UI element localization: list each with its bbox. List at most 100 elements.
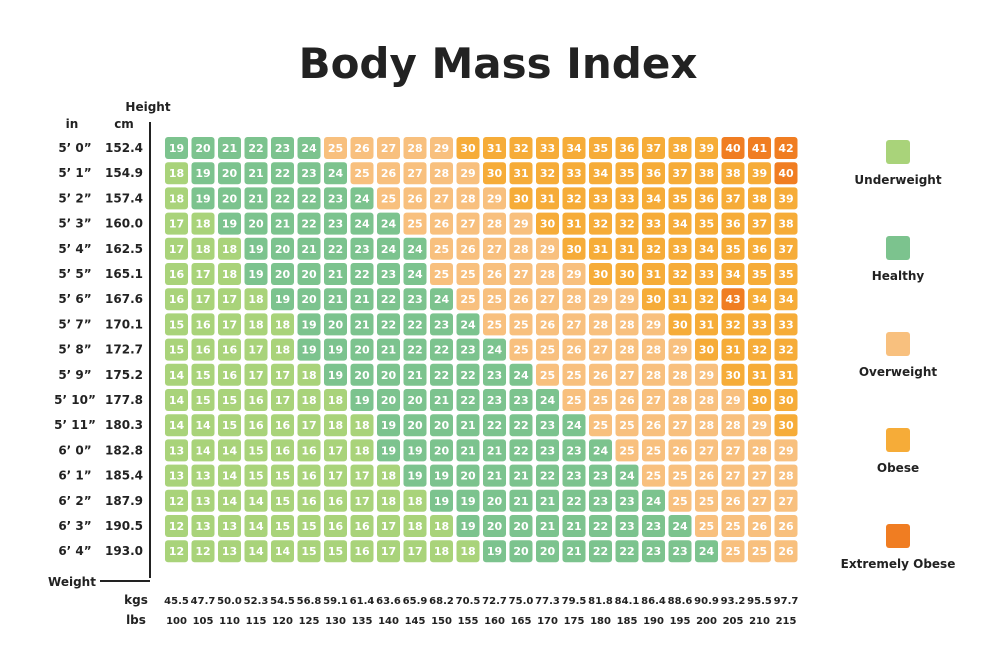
bmi-cell	[244, 212, 268, 235]
bmi-cell-value: 16	[354, 545, 370, 558]
bmi-cell-value: 25	[381, 192, 396, 205]
bmi-cell	[165, 263, 188, 285]
bmi-cell	[377, 212, 400, 235]
bmi-cell-value: 21	[222, 142, 237, 155]
bmi-cell	[271, 414, 294, 437]
bmi-cell	[589, 288, 612, 311]
bmi-cell-value: 19	[248, 243, 263, 256]
height-inches-label: 5’ 3”	[58, 217, 91, 231]
bmi-cell	[456, 389, 480, 411]
bmi-cell-value: 28	[566, 293, 581, 306]
weight-lb-label: 180	[590, 616, 611, 627]
height-cm-label: 187.9	[105, 494, 143, 508]
bmi-cell-value: 30	[778, 419, 794, 432]
bmi-cell	[509, 389, 533, 411]
bmi-cell-value: 28	[513, 243, 528, 256]
bmi-cell	[377, 187, 400, 210]
bmi-cell	[377, 515, 400, 537]
bmi-cell	[536, 489, 559, 512]
bmi-cell	[218, 515, 241, 537]
bmi-cell-value: 29	[672, 344, 687, 357]
bmi-cell	[642, 137, 665, 159]
bmi-cell-value: 18	[354, 419, 369, 432]
bmi-cell-value: 19	[407, 470, 422, 483]
bmi-cell-value: 32	[778, 344, 793, 357]
bmi-cell	[615, 464, 639, 487]
bmi-cell	[403, 137, 427, 159]
height-cm-label: 182.8	[105, 443, 143, 457]
bmi-cell-value: 32	[672, 268, 687, 281]
bmi-cell	[536, 515, 559, 537]
bmi-cell-value: 33	[646, 218, 661, 231]
bmi-cell-value: 29	[646, 318, 661, 331]
bmi-cell	[483, 187, 506, 210]
bmi-cell	[536, 540, 559, 563]
bmi-cell	[536, 212, 559, 235]
bmi-cell-value: 25	[725, 520, 740, 533]
bmi-cell-value: 23	[513, 394, 528, 407]
bmi-cell	[774, 187, 798, 210]
bmi-cell	[509, 489, 533, 512]
bmi-cell-value: 26	[487, 268, 503, 281]
bmi-cell	[430, 515, 453, 537]
bmi-cell-value: 38	[752, 192, 767, 205]
bmi-cell-value: 13	[195, 495, 210, 508]
bmi-cell-value: 17	[381, 520, 396, 533]
bmi-cell-value: 14	[195, 444, 211, 457]
bmi-cell-value: 26	[752, 520, 768, 533]
bmi-cell-value: 31	[487, 142, 502, 155]
bmi-cell-value: 33	[540, 142, 555, 155]
bmi-cell-value: 34	[646, 192, 662, 205]
bmi-cell-value: 16	[248, 394, 264, 407]
bmi-cell	[536, 414, 559, 437]
bmi-cell	[695, 212, 718, 235]
bmi-cell-value: 25	[540, 344, 555, 357]
bmi-cell-value: 16	[169, 293, 185, 306]
bmi-cell-value: 23	[672, 545, 687, 558]
bmi-cell	[403, 489, 427, 512]
bmi-cell	[748, 439, 771, 462]
bmi-cell	[589, 414, 612, 437]
bmi-cell	[271, 313, 294, 336]
bmi-cell	[536, 338, 559, 361]
bmi-cell	[615, 363, 639, 386]
bmi-cell	[456, 313, 480, 336]
bmi-cell	[509, 515, 533, 537]
bmi-cell-value: 31	[778, 369, 793, 382]
bmi-cell	[695, 137, 718, 159]
bmi-cell-value: 13	[195, 470, 210, 483]
bmi-cell	[615, 414, 639, 437]
bmi-cell	[244, 389, 268, 411]
bmi-cell-value: 27	[381, 142, 396, 155]
bmi-cell	[297, 237, 321, 260]
weight-kg-label: 79.5	[562, 596, 587, 607]
bmi-cell	[271, 162, 294, 185]
weight-lb-label: 145	[405, 616, 426, 627]
bmi-cell	[748, 187, 771, 210]
bmi-cell-value: 17	[248, 344, 263, 357]
bmi-cell	[695, 338, 718, 361]
bmi-cell	[695, 237, 718, 260]
bmi-cell	[483, 389, 506, 411]
bmi-cell-value: 33	[752, 318, 767, 331]
bmi-cell	[615, 263, 639, 285]
bmi-cell	[377, 313, 400, 336]
weight-lb-label: 170	[537, 616, 558, 627]
bmi-cell	[430, 137, 453, 159]
bmi-cell-value: 15	[301, 545, 316, 558]
weight-lb-label: 205	[723, 616, 744, 627]
bmi-cell	[721, 515, 745, 537]
bmi-cell-value: 34	[752, 293, 768, 306]
bmi-cell-value: 23	[328, 192, 343, 205]
bmi-cell-value: 22	[434, 369, 449, 382]
bmi-cell-value: 22	[328, 243, 343, 256]
bmi-cell-value: 38	[778, 218, 793, 231]
bmi-cell	[350, 489, 374, 512]
bmi-cell-value: 26	[513, 293, 529, 306]
legend-label: Obese	[877, 461, 919, 475]
bmi-cell	[218, 162, 241, 185]
bmi-cell-value: 26	[540, 318, 556, 331]
bmi-cell-value: 32	[752, 344, 767, 357]
bmi-cell	[244, 187, 268, 210]
bmi-cell-value: 17	[328, 470, 343, 483]
